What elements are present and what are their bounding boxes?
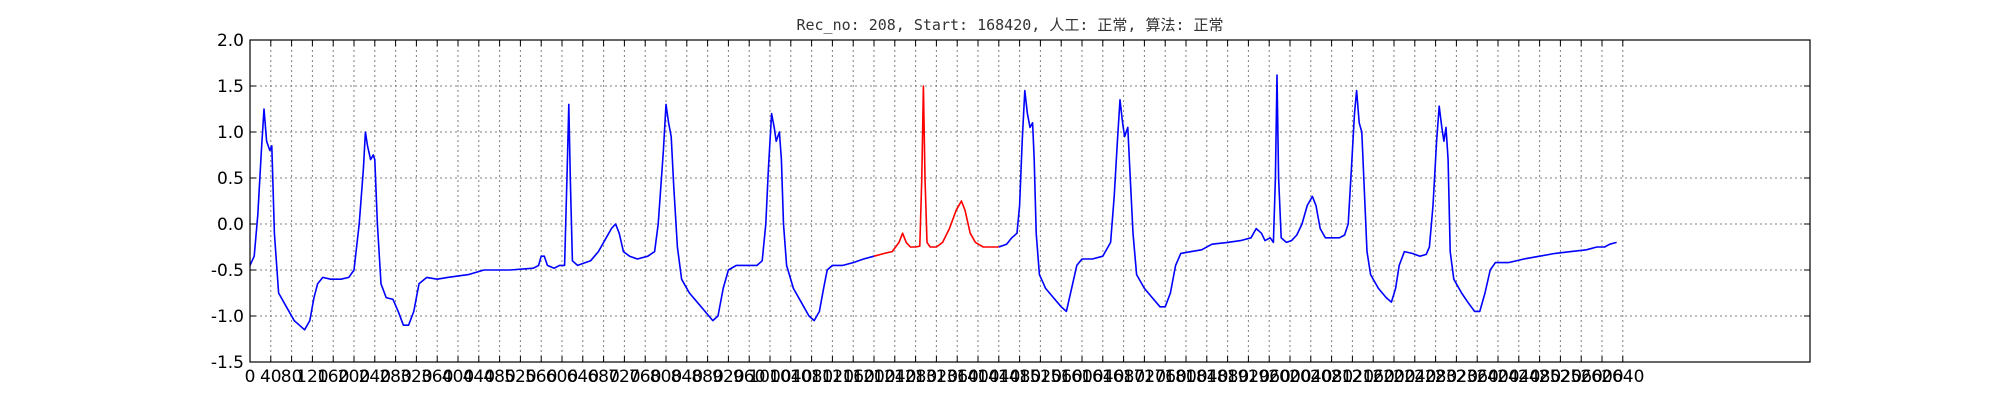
xtick-label: 1880: [1206, 367, 1249, 387]
ytick-label: 0.5: [217, 169, 244, 189]
xtick-label: 1040: [769, 367, 812, 387]
xtick-label: 2440: [1497, 367, 1540, 387]
ytick-label: -0.5: [211, 261, 244, 281]
ecg-trace-segment: [998, 74, 1617, 313]
xtick-label: 1800: [1164, 367, 1207, 387]
xtick-label: 360: [421, 367, 453, 387]
xtick-label: 1680: [1102, 367, 1145, 387]
xtick-label: 400: [442, 367, 474, 387]
xtick-label: 2520: [1539, 367, 1582, 387]
xtick-label: 1960: [1248, 367, 1291, 387]
xtick-label: 2040: [1289, 367, 1332, 387]
highlighted-ecg-segment: [873, 85, 999, 257]
xtick-label: 40: [260, 367, 282, 387]
xtick-label: 1400: [956, 367, 999, 387]
xtick-label: 1280: [894, 367, 937, 387]
xtick-label: 440: [463, 367, 495, 387]
xtick-label: 1160: [832, 367, 875, 387]
xtick-label: 840: [671, 367, 703, 387]
xtick-label: 200: [338, 367, 370, 387]
plot-area: [249, 74, 1617, 331]
xtick-label: 2320: [1435, 367, 1478, 387]
y-axis: -1.5 -1.0 -0.5 0.0 0.5 1.0 1.5 2.0: [211, 31, 1810, 373]
xtick-label: 1080: [790, 367, 833, 387]
xtick-label: 2160: [1352, 367, 1395, 387]
xtick-label: 1520: [1019, 367, 1062, 387]
xtick-label: 320: [400, 367, 432, 387]
xtick-label: 1360: [936, 367, 979, 387]
xtick-label: 600: [546, 367, 578, 387]
xtick-label: 2600: [1580, 367, 1623, 387]
xtick-label: 960: [733, 367, 765, 387]
ytick-label: 0.0: [217, 215, 244, 235]
xtick-label: 280: [379, 367, 411, 387]
ytick-label: -1.5: [211, 353, 244, 373]
xtick-label: 2480: [1518, 367, 1561, 387]
xtick-label: 240: [359, 367, 391, 387]
xtick-label: 1120: [811, 367, 854, 387]
xtick-label: 2240: [1393, 367, 1436, 387]
ytick-label: 2.0: [217, 31, 244, 51]
xtick-label: 1560: [1040, 367, 1083, 387]
ytick-label: 1.5: [217, 77, 244, 97]
xtick-label: 2280: [1414, 367, 1457, 387]
xtick-label: 1200: [852, 367, 895, 387]
xtick-label: 1480: [998, 367, 1041, 387]
xtick-label: 480: [483, 367, 515, 387]
ytick-label: -1.0: [211, 307, 244, 327]
xtick-label: 760: [629, 367, 661, 387]
xtick-label: 880: [691, 367, 723, 387]
xtick-label: 1320: [915, 367, 958, 387]
ytick-label: 1.0: [217, 123, 244, 143]
plot-frame: [249, 39, 1811, 363]
xtick-label: 2560: [1560, 367, 1603, 387]
xtick-label: 2120: [1331, 367, 1374, 387]
grid: [250, 40, 1810, 362]
xtick-label: 520: [504, 367, 536, 387]
xtick-label: 800: [650, 367, 682, 387]
xtick-label: 640: [567, 367, 599, 387]
xtick-label: 680: [587, 367, 619, 387]
xtick-label: 2000: [1268, 367, 1311, 387]
ecg-trace-segment: [249, 103, 875, 331]
x-axis: 0 40 8012016020024028032036040044048052056…: [245, 40, 1644, 387]
xtick-label: 120: [296, 367, 328, 387]
xtick-label: 1600: [1060, 367, 1103, 387]
xtick-label: 1840: [1185, 367, 1228, 387]
xtick-label: 1240: [873, 367, 916, 387]
xtick-label: 2640: [1601, 367, 1644, 387]
xtick-label: 1760: [1144, 367, 1187, 387]
xtick-label: 80: [281, 367, 303, 387]
xtick-label: 1920: [1227, 367, 1270, 387]
xtick-label: 160: [317, 367, 349, 387]
xtick-label: 0: [245, 367, 256, 387]
xtick-label: 1440: [977, 367, 1020, 387]
xtick-label: 1000: [748, 367, 791, 387]
xtick-label: 2200: [1372, 367, 1415, 387]
xtick-label: 1640: [1081, 367, 1124, 387]
xtick-label: 1720: [1123, 367, 1166, 387]
xtick-label: 2360: [1456, 367, 1499, 387]
xtick-label: 2080: [1310, 367, 1353, 387]
xtick-label: 920: [712, 367, 744, 387]
chart-title: Rec_no: 208, Start: 168420, 人工: 正常, 算法: …: [796, 16, 1223, 34]
xtick-label: 720: [608, 367, 640, 387]
xtick-label: 2400: [1476, 367, 1519, 387]
xtick-label: 560: [525, 367, 557, 387]
